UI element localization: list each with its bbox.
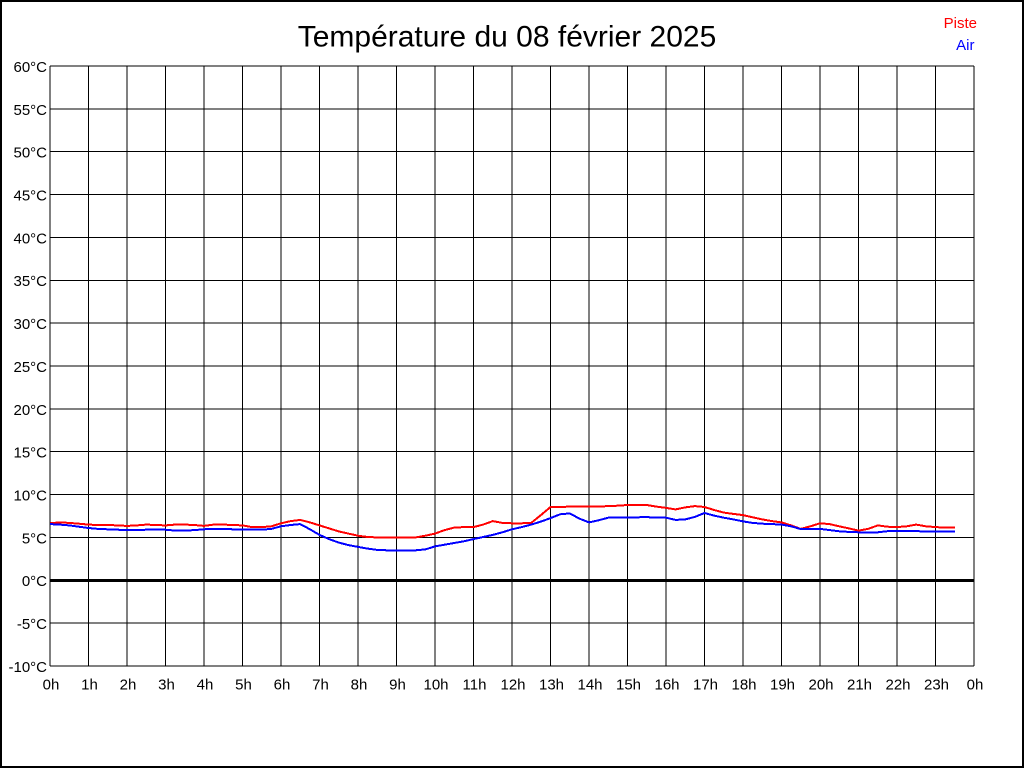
- svg-text:45°C: 45°C: [13, 188, 47, 205]
- svg-text:16h: 16h: [654, 677, 679, 694]
- svg-text:0h: 0h: [967, 677, 984, 694]
- svg-text:40°C: 40°C: [13, 230, 47, 247]
- svg-text:15h: 15h: [616, 677, 641, 694]
- svg-text:23h: 23h: [924, 677, 949, 694]
- svg-text:5°C: 5°C: [22, 530, 47, 547]
- svg-text:Piste: Piste: [944, 15, 977, 32]
- svg-text:5h: 5h: [235, 677, 252, 694]
- svg-text:2h: 2h: [120, 677, 137, 694]
- svg-text:12h: 12h: [500, 677, 525, 694]
- svg-text:35°C: 35°C: [13, 273, 47, 290]
- svg-text:18h: 18h: [731, 677, 756, 694]
- svg-text:30°C: 30°C: [13, 316, 47, 333]
- svg-text:Air: Air: [956, 37, 974, 54]
- svg-text:7h: 7h: [312, 677, 329, 694]
- svg-text:20h: 20h: [808, 677, 833, 694]
- svg-text:21h: 21h: [847, 677, 872, 694]
- svg-text:22h: 22h: [885, 677, 910, 694]
- svg-text:4h: 4h: [197, 677, 214, 694]
- svg-text:50°C: 50°C: [13, 145, 47, 162]
- svg-text:-10°C: -10°C: [8, 659, 47, 676]
- svg-text:3h: 3h: [158, 677, 175, 694]
- svg-text:9h: 9h: [389, 677, 406, 694]
- svg-text:1h: 1h: [81, 677, 98, 694]
- svg-text:10°C: 10°C: [13, 488, 47, 505]
- svg-text:55°C: 55°C: [13, 102, 47, 119]
- svg-text:0h: 0h: [43, 677, 60, 694]
- svg-text:0°C: 0°C: [22, 573, 47, 590]
- svg-text:8h: 8h: [351, 677, 368, 694]
- svg-text:15°C: 15°C: [13, 445, 47, 462]
- svg-text:11h: 11h: [463, 677, 487, 694]
- svg-text:6h: 6h: [274, 677, 291, 694]
- svg-text:60°C: 60°C: [13, 59, 47, 76]
- svg-text:Température du 08 février 2025: Température du 08 février 2025: [298, 21, 717, 54]
- svg-text:14h: 14h: [577, 677, 602, 694]
- svg-text:25°C: 25°C: [13, 359, 47, 376]
- svg-text:-5°C: -5°C: [17, 616, 47, 633]
- svg-text:13h: 13h: [539, 677, 564, 694]
- svg-text:17h: 17h: [693, 677, 718, 694]
- svg-text:20°C: 20°C: [13, 402, 47, 419]
- svg-text:10h: 10h: [423, 677, 448, 694]
- svg-text:19h: 19h: [770, 677, 795, 694]
